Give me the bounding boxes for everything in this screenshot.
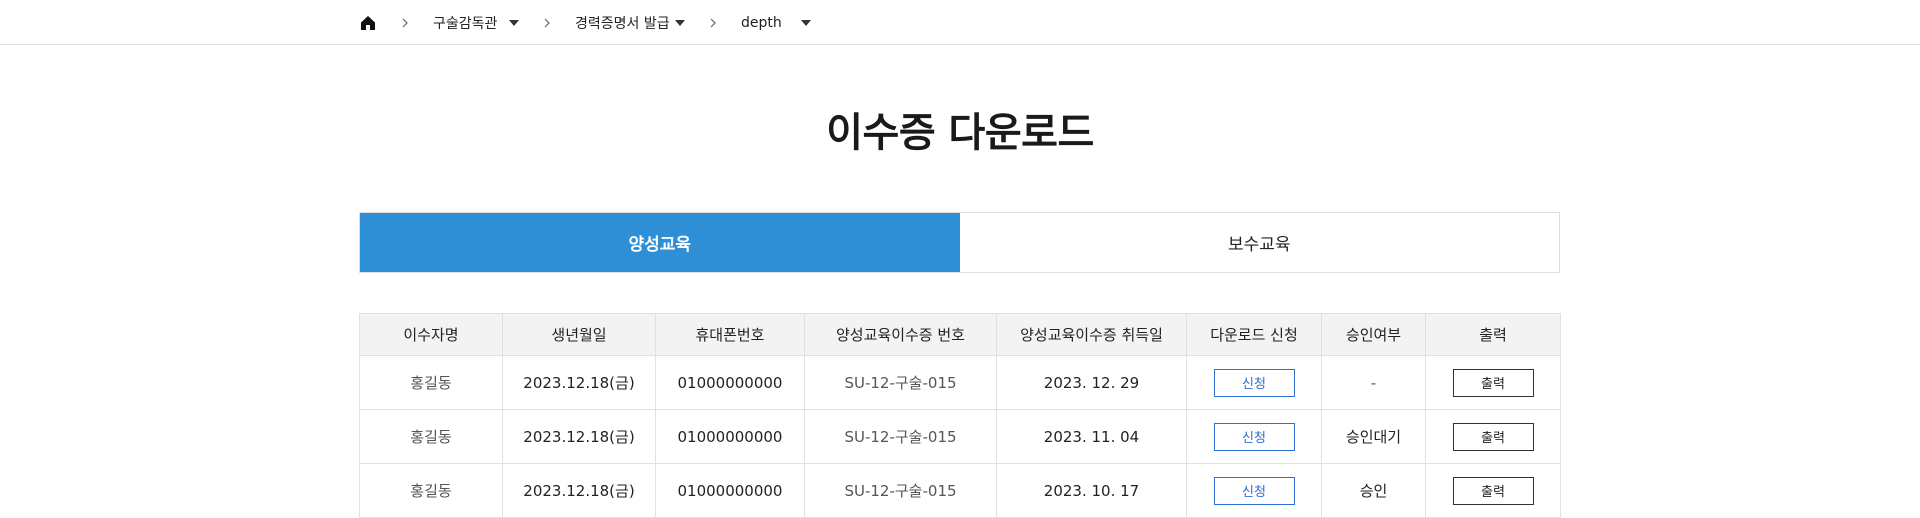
page-title: 이수증 다운로드 xyxy=(826,110,1094,156)
chevron-right-icon xyxy=(707,17,719,29)
cell-approval: - xyxy=(1321,355,1426,410)
print-button[interactable]: 출력 xyxy=(1452,476,1534,505)
apply-button[interactable]: 신청 xyxy=(1213,476,1295,505)
breadcrumb-item-label: 경력증명서 발급 xyxy=(575,15,670,32)
table-row: 홍길동 2023.12.18(금) 01000000000 SU-12-구술-0… xyxy=(359,409,1561,464)
cell-name: 홍길동 xyxy=(359,463,503,518)
cell-approval: 승인대기 xyxy=(1321,409,1426,464)
breadcrumb-item-label: 구술감독관 xyxy=(433,15,498,32)
breadcrumb-item-1[interactable]: 구술감독관 xyxy=(433,13,519,33)
column-header-name: 이수자명 xyxy=(359,313,503,356)
cell-phone: 01000000000 xyxy=(655,409,805,464)
column-header-approval: 승인여부 xyxy=(1321,313,1426,356)
cell-birth: 2023.12.18(금) xyxy=(502,463,656,518)
caret-down-icon xyxy=(509,19,519,26)
education-tabs: 양성교육 보수교육 xyxy=(359,212,1560,273)
column-header-cert-no: 양성교육이수증 번호 xyxy=(804,313,997,356)
breadcrumb-item-2[interactable]: 경력증명서 발급 xyxy=(575,13,685,33)
cell-print: 출력 xyxy=(1425,463,1561,518)
apply-button[interactable]: 신청 xyxy=(1213,422,1295,451)
cell-name: 홍길동 xyxy=(359,355,503,410)
column-header-birth: 생년월일 xyxy=(502,313,656,356)
cell-phone: 01000000000 xyxy=(655,355,805,410)
caret-down-icon xyxy=(675,19,685,26)
breadcrumb-item-label: depth xyxy=(741,14,782,31)
cell-print: 출력 xyxy=(1425,355,1561,410)
column-header-acquired: 양성교육이수증 취득일 xyxy=(996,313,1187,356)
table-header-row: 이수자명 생년월일 휴대폰번호 양성교육이수증 번호 양성교육이수증 취득일 다… xyxy=(359,313,1561,356)
cell-cert-no: SU-12-구술-015 xyxy=(804,463,997,518)
print-button[interactable]: 출력 xyxy=(1452,422,1534,451)
chevron-right-icon xyxy=(399,17,411,29)
column-header-print: 출력 xyxy=(1425,313,1561,356)
breadcrumb: 구술감독관 경력증명서 발급 depth xyxy=(359,0,811,45)
cell-approval: 승인 xyxy=(1321,463,1426,518)
table-row: 홍길동 2023.12.18(금) 01000000000 SU-12-구술-0… xyxy=(359,463,1561,518)
cell-download: 신청 xyxy=(1186,409,1322,464)
cell-download: 신청 xyxy=(1186,463,1322,518)
column-header-download: 다운로드 신청 xyxy=(1186,313,1322,356)
cell-print: 출력 xyxy=(1425,409,1561,464)
cell-phone: 01000000000 xyxy=(655,463,805,518)
certificate-table: 이수자명 생년월일 휴대폰번호 양성교육이수증 번호 양성교육이수증 취득일 다… xyxy=(359,313,1561,518)
tab-refresher[interactable]: 보수교육 xyxy=(959,213,1559,272)
cell-download: 신청 xyxy=(1186,355,1322,410)
cell-cert-no: SU-12-구술-015 xyxy=(804,355,997,410)
cell-birth: 2023.12.18(금) xyxy=(502,409,656,464)
cell-cert-no: SU-12-구술-015 xyxy=(804,409,997,464)
breadcrumb-item-3[interactable]: depth xyxy=(741,15,811,31)
column-header-phone: 휴대폰번호 xyxy=(655,313,805,356)
cell-acquired: 2023. 12. 29 xyxy=(996,355,1187,410)
home-icon[interactable] xyxy=(359,14,377,32)
breadcrumb-bar: 구술감독관 경력증명서 발급 depth xyxy=(0,0,1920,45)
tab-training[interactable]: 양성교육 xyxy=(360,213,960,272)
cell-birth: 2023.12.18(금) xyxy=(502,355,656,410)
table-row: 홍길동 2023.12.18(금) 01000000000 SU-12-구술-0… xyxy=(359,355,1561,410)
chevron-right-icon xyxy=(541,17,553,29)
cell-acquired: 2023. 11. 04 xyxy=(996,409,1187,464)
print-button[interactable]: 출력 xyxy=(1452,368,1534,397)
caret-down-icon xyxy=(801,19,811,26)
cell-name: 홍길동 xyxy=(359,409,503,464)
cell-acquired: 2023. 10. 17 xyxy=(996,463,1187,518)
apply-button[interactable]: 신청 xyxy=(1213,368,1295,397)
